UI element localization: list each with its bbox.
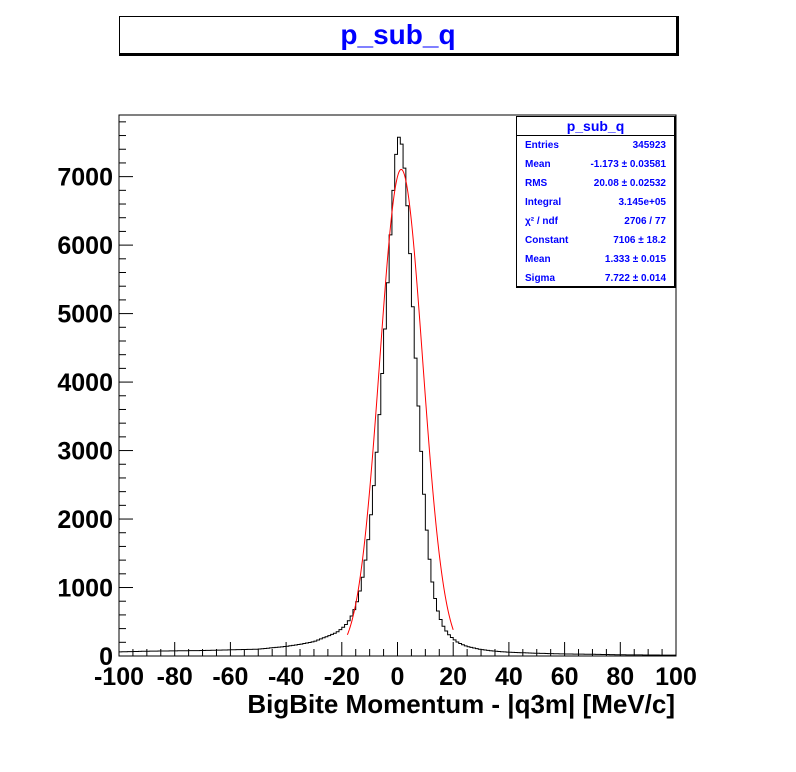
stat-label: Sigma (525, 273, 556, 284)
x-tick-label: -60 (212, 663, 248, 691)
x-tick-label: 60 (551, 663, 579, 691)
stats-title: p_sub_q (517, 117, 674, 136)
histogram-step-line (118, 136, 677, 656)
stat-row: χ² / ndf 2706 / 77 (517, 212, 674, 231)
stat-label: Constant (525, 235, 569, 246)
stat-label: Mean (525, 254, 551, 265)
stat-row: RMS 20.08 ± 0.02532 (517, 174, 674, 193)
stat-row: Entries 345923 (517, 136, 674, 155)
stat-value: 3.145e+05 (618, 197, 666, 208)
x-tick-label: 40 (495, 663, 523, 691)
x-tick-label: -40 (268, 663, 304, 691)
gaussian-fit-line (346, 168, 454, 635)
stat-row: Mean 1.333 ± 0.015 (517, 250, 674, 269)
y-axis: 0 1000 2000 3000 4000 5000 6000 7000 (57, 121, 133, 671)
x-tick-label: -80 (157, 663, 193, 691)
stat-label: RMS (525, 178, 548, 189)
y-tick-label: 6000 (57, 232, 113, 260)
chart-title: p_sub_q (119, 16, 679, 56)
y-tick-label: 2000 (57, 506, 113, 534)
y-tick-label: 7000 (57, 164, 113, 192)
x-tick-label: -100 (94, 663, 144, 691)
stat-value: 7.722 ± 0.014 (604, 273, 666, 284)
stat-value: 1.333 ± 0.015 (604, 254, 666, 265)
y-tick-label: 4000 (57, 369, 113, 397)
stat-label: Integral (525, 197, 562, 208)
y-tick-label: 0 (99, 643, 113, 671)
y-tick-label: 1000 (57, 575, 113, 603)
stat-value: 2706 / 77 (624, 216, 666, 227)
y-tick-label: 5000 (57, 301, 113, 329)
y-tick-label: 3000 (57, 438, 113, 466)
stat-row: Sigma 7.722 ± 0.014 (517, 269, 674, 288)
series-layer (118, 136, 677, 656)
stat-row: Constant 7106 ± 18.2 (517, 231, 674, 250)
stat-value: -1.173 ± 0.03581 (590, 159, 666, 170)
stat-row: Mean -1.173 ± 0.03581 (517, 155, 674, 174)
stat-label: χ² / ndf (525, 216, 558, 227)
stat-value: 20.08 ± 0.02532 (593, 178, 666, 189)
stats-rows: Entries 345923 Mean -1.173 ± 0.03581 RMS 20.0… (517, 136, 674, 288)
stat-label: Entries (525, 140, 559, 151)
stat-value: 7106 ± 18.2 (613, 235, 666, 246)
stat-label: Mean (525, 159, 551, 170)
x-tick-label: 20 (439, 663, 467, 691)
stats-box: p_sub_q Entries 345923 Mean -1.173 ± 0.0358… (516, 116, 676, 288)
x-tick-label: 80 (606, 663, 634, 691)
x-axis-label: BigBite Momentum - |q3m| [MeV/c] (247, 689, 675, 719)
stat-value: 345923 (632, 140, 666, 151)
x-tick-label: 0 (391, 663, 405, 691)
x-axis: -100 -80 -60 -40 -20 0 20 40 60 80 100 (94, 642, 697, 691)
x-tick-label: 100 (655, 663, 697, 691)
x-tick-label: -20 (324, 663, 360, 691)
stat-row: Integral 3.145e+05 (517, 193, 674, 212)
